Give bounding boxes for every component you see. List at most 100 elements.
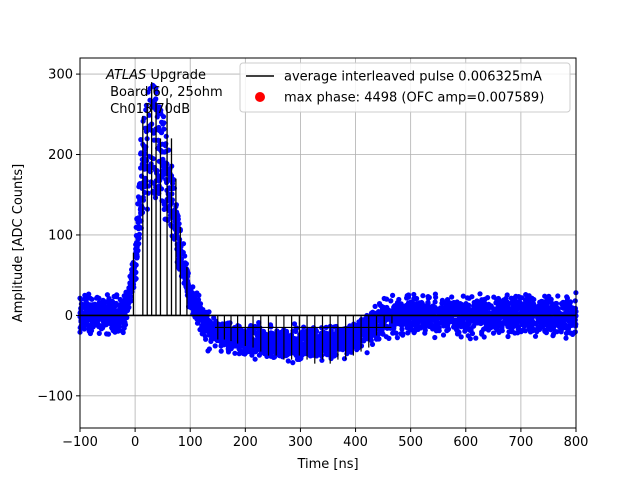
data-point: [319, 353, 325, 359]
data-point: [491, 294, 497, 300]
data-point: [473, 335, 479, 341]
data-point: [401, 308, 407, 314]
data-point: [295, 354, 301, 360]
data-point: [455, 330, 461, 336]
data-point: [482, 306, 488, 312]
data-point: [206, 309, 212, 315]
data-point: [481, 300, 488, 306]
data-point: [572, 317, 578, 323]
data-point: [404, 318, 410, 324]
data-point: [460, 322, 466, 328]
data-point: [127, 285, 133, 291]
data-point: [550, 333, 556, 339]
data-point: [499, 328, 505, 334]
data-point: [380, 321, 386, 327]
data-point: [465, 305, 471, 311]
data-point: [471, 303, 477, 309]
data-point: [242, 351, 248, 357]
data-point: [456, 318, 462, 324]
data-point: [550, 324, 557, 330]
data-point: [202, 328, 208, 335]
data-point: [568, 330, 574, 336]
data-point: [502, 301, 508, 307]
data-point: [328, 355, 334, 362]
data-point: [364, 350, 370, 356]
y-axis-label: Amplitude [ADC Counts]: [11, 164, 26, 322]
data-point: [570, 306, 576, 312]
data-point: [206, 317, 212, 323]
data-point: [524, 320, 530, 326]
data-point: [564, 294, 570, 300]
data-point: [567, 299, 574, 305]
data-point: [520, 308, 526, 314]
data-point: [285, 336, 291, 342]
data-point: [116, 324, 122, 330]
data-point: [434, 326, 440, 332]
data-point: [480, 318, 486, 324]
data-point: [444, 297, 451, 303]
data-point: [474, 298, 480, 304]
data-point: [153, 85, 159, 91]
data-point: [565, 326, 572, 332]
data-point: [542, 293, 548, 299]
data-point: [94, 320, 101, 326]
data-point: [79, 305, 85, 311]
data-point: [511, 298, 517, 304]
data-point: [152, 97, 158, 103]
data-point: [516, 294, 522, 300]
data-point: [196, 292, 202, 298]
data-point: [499, 323, 505, 329]
data-point: [141, 143, 147, 149]
data-point: [230, 335, 236, 341]
legend: average interleaved pulse 0.006325mA max…: [239, 62, 571, 113]
data-point: [162, 216, 168, 222]
data-point: [89, 323, 95, 329]
x-axis-ticks: −100 0 100 200 300 400 500 600 700 800: [62, 428, 588, 450]
svg-text:ATLAS Upgrade: ATLAS Upgrade: [105, 68, 206, 83]
data-point: [448, 302, 454, 308]
data-point: [256, 320, 262, 326]
data-point: [229, 329, 235, 335]
data-point: [120, 329, 126, 336]
data-point: [128, 293, 134, 300]
data-point: [445, 322, 451, 328]
data-point: [303, 328, 309, 334]
data-point: [183, 261, 189, 267]
data-point: [278, 338, 284, 344]
data-point: [180, 249, 186, 256]
data-point: [393, 330, 399, 336]
data-point: [396, 296, 402, 303]
data-point: [505, 318, 511, 324]
data-point: [133, 262, 139, 268]
data-point: [432, 334, 438, 341]
data-point: [420, 293, 426, 299]
data-point: [155, 137, 161, 143]
data-point: [135, 236, 141, 242]
data-point: [205, 348, 211, 354]
data-point: [211, 315, 217, 321]
data-point: [138, 165, 144, 171]
data-point: [276, 348, 282, 354]
data-point: [236, 351, 242, 357]
data-point: [542, 327, 548, 333]
data-point: [428, 306, 434, 312]
data-point: [83, 300, 89, 306]
channel-label: Ch013 70dB: [106, 102, 190, 117]
data-point: [413, 319, 419, 325]
data-point: [138, 137, 144, 143]
y-tick-label: 0: [65, 309, 73, 324]
data-point: [332, 324, 338, 330]
data-point: [553, 300, 559, 307]
data-point: [495, 303, 502, 309]
data-point: [105, 319, 112, 325]
data-point: [514, 309, 520, 315]
y-tick-label: 200: [48, 148, 73, 163]
data-point: [439, 319, 445, 325]
x-tick-label: −100: [62, 435, 98, 450]
data-point: [529, 295, 535, 301]
data-point: [285, 358, 291, 364]
data-point: [514, 322, 520, 328]
data-point: [374, 335, 380, 341]
data-point: [536, 319, 542, 325]
data-point: [217, 338, 223, 344]
